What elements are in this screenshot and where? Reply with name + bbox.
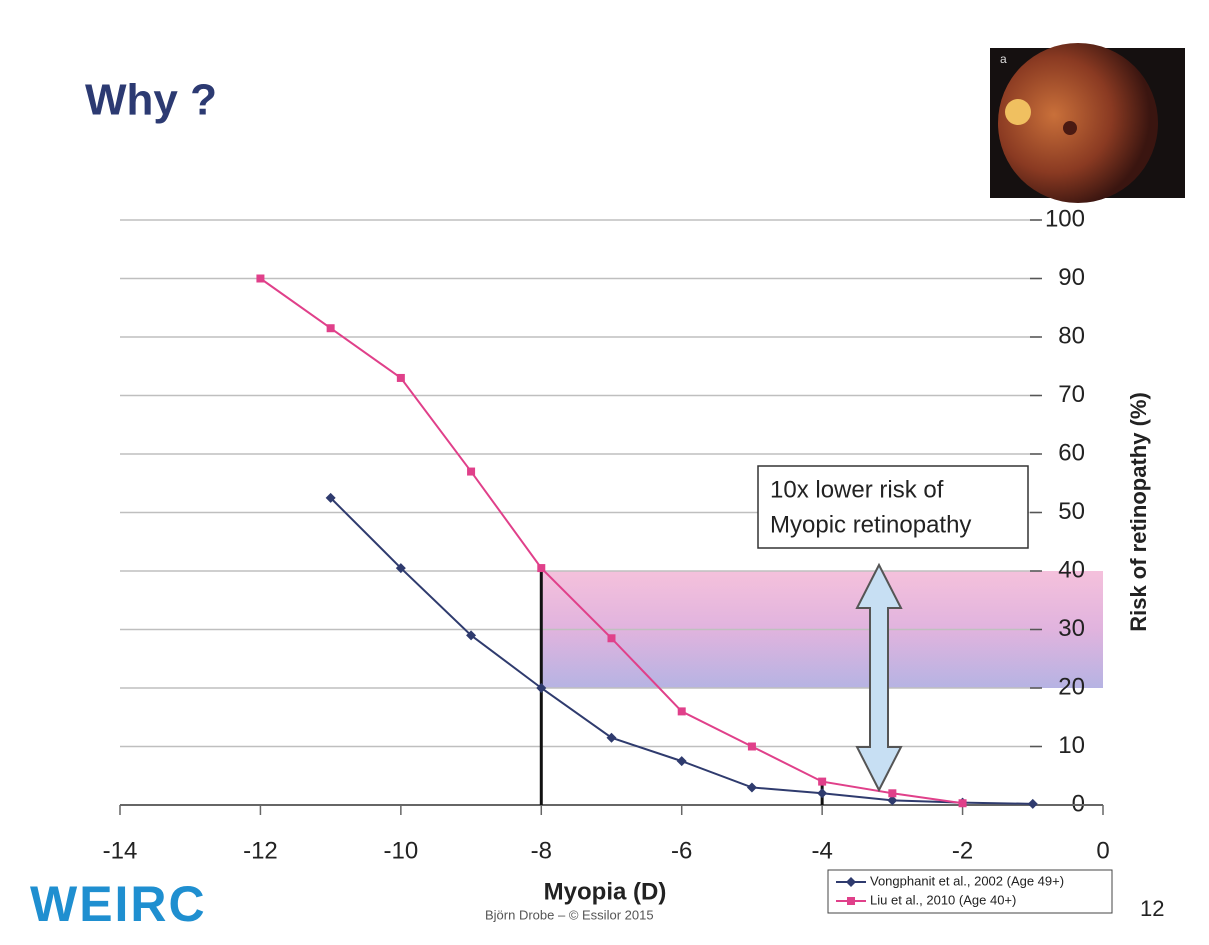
x-tick-label: -4 (811, 837, 832, 864)
marker (748, 743, 756, 751)
x-tick-label: 0 (1096, 837, 1109, 864)
x-axis-label: Myopia (D) (544, 878, 667, 905)
credit: Björn Drobe – © Essilor 2015 (485, 907, 654, 922)
y-tick-label: 10 (1058, 732, 1085, 759)
marker (818, 778, 826, 786)
logo: WEIRC (30, 876, 207, 932)
x-tick-label: -8 (531, 837, 552, 864)
y-tick-label: 50 (1058, 498, 1085, 525)
marker (397, 374, 405, 382)
marker (467, 468, 475, 476)
fundus-photo (990, 43, 1185, 203)
marker (1028, 799, 1038, 809)
marker (677, 756, 687, 766)
y-axis-label: Risk of retinopathy (%) (1126, 392, 1151, 632)
marker (256, 275, 264, 283)
x-tick-label: -10 (384, 837, 419, 864)
marker (747, 782, 757, 792)
x-tick-label: -2 (952, 837, 973, 864)
marker (608, 634, 616, 642)
annotation-line: Myopic retinopathy (770, 511, 971, 538)
marker (959, 799, 967, 807)
marker (678, 707, 686, 715)
y-tick-label: 40 (1058, 556, 1085, 583)
marker (537, 564, 545, 572)
y-tick-label: 20 (1058, 673, 1085, 700)
y-tick-label: 90 (1058, 264, 1085, 291)
x-tick-label: -14 (103, 837, 138, 864)
y-tick-label: 60 (1058, 439, 1085, 466)
x-tick-label: -6 (671, 837, 692, 864)
y-tick-label: 80 (1058, 322, 1085, 349)
marker (817, 788, 827, 798)
annotation-line: 10x lower risk of (770, 476, 944, 503)
y-tick-label: 70 (1058, 381, 1085, 408)
slide: Why ? a 0 10 20 30 40 50 60 70 80 90 100 -14 -12 -10 -… (0, 0, 1209, 945)
slide-title: Why ? (85, 76, 217, 125)
y-tick-label: 0 (1072, 790, 1085, 817)
legend-label: Liu et al., 2010 (Age 40+) (870, 892, 1016, 907)
marker (327, 324, 335, 332)
photo-label: a (1000, 52, 1007, 66)
legend-label: Vongphanit et al., 2002 (Age 49+) (870, 873, 1064, 888)
x-tick-label: -12 (243, 837, 278, 864)
y-tick-label: 100 (1045, 205, 1085, 232)
legend-marker (847, 897, 855, 905)
y-tick-label: 30 (1058, 615, 1085, 642)
marker (888, 789, 896, 797)
page-number: 12 (1140, 896, 1164, 921)
